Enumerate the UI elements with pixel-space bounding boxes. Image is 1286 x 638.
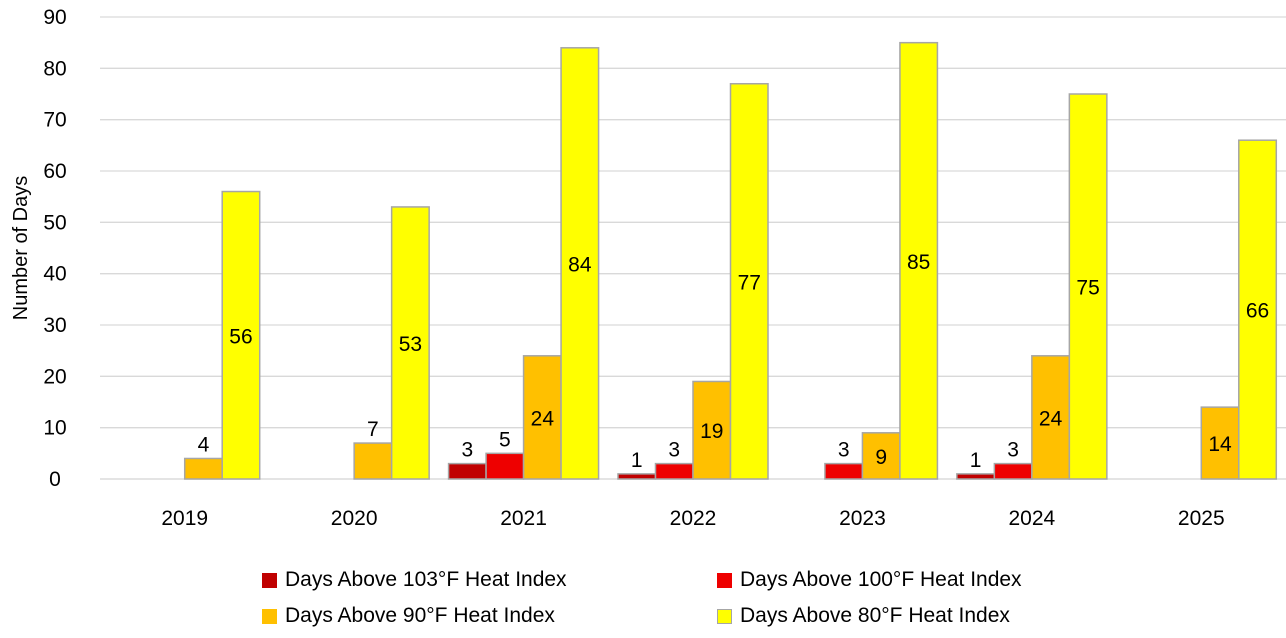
bar-2024-series-3 xyxy=(1068,93,1108,480)
bar-2019-series-2 xyxy=(183,457,223,480)
legend-label: Days Above 103°F Heat Index xyxy=(285,568,567,591)
data-labels: 4 56 7 53 3 5 24 84 1 3 19 77 3 9 85 1 3 24 75 14 66 xyxy=(198,251,1270,472)
bar-2022-series-1 xyxy=(654,462,694,480)
legend-swatch xyxy=(262,572,277,588)
data-label: 9 xyxy=(875,446,887,469)
legend-label: Days Above 100°F Heat Index xyxy=(740,568,1022,591)
y-tick-label: 10 xyxy=(43,417,66,440)
data-label: 84 xyxy=(568,253,592,276)
data-label: 66 xyxy=(1246,300,1269,323)
data-label: 56 xyxy=(229,325,252,348)
y-axis-ticks: 0 10 20 30 40 50 60 70 80 90 xyxy=(43,6,66,491)
y-tick-label: 70 xyxy=(43,109,66,132)
legend-swatch xyxy=(717,608,732,624)
legend-item: Days Above 90°F Heat Index xyxy=(262,604,717,628)
y-tick-label: 30 xyxy=(43,314,66,337)
x-tick-label: 2022 xyxy=(670,507,717,530)
y-axis-label: Number of Days xyxy=(10,176,32,321)
legend-label: Days Above 80°F Heat Index xyxy=(740,604,1010,627)
legend-label: Days Above 90°F Heat Index xyxy=(285,604,555,627)
bar-2019-series-3 xyxy=(221,190,261,480)
bar-2023-series-1 xyxy=(824,462,864,480)
y-tick-label: 40 xyxy=(43,263,66,286)
gridlines xyxy=(100,16,1286,480)
data-label: 7 xyxy=(367,418,379,441)
data-label: 14 xyxy=(1208,433,1232,456)
legend-swatch xyxy=(262,608,277,624)
bar-2022-series-3 xyxy=(729,82,769,480)
data-label: 19 xyxy=(700,420,723,443)
y-tick-label: 20 xyxy=(43,365,66,388)
bar-2025-series-3 xyxy=(1238,139,1278,480)
bar-2024-series-0 xyxy=(956,473,996,480)
x-tick-label: 2021 xyxy=(500,507,547,530)
legend-item: Days Above 100°F Heat Index xyxy=(717,568,1137,592)
y-tick-label: 0 xyxy=(49,468,61,491)
y-tick-label: 80 xyxy=(43,57,66,80)
data-label: 85 xyxy=(907,251,930,274)
data-label: 24 xyxy=(531,407,555,430)
data-label: 24 xyxy=(1039,407,1063,430)
data-label: 3 xyxy=(1007,439,1019,462)
y-tick-label: 90 xyxy=(43,6,66,29)
x-tick-label: 2024 xyxy=(1008,507,1055,530)
data-label: 1 xyxy=(970,449,982,472)
bar-2025-series-2 xyxy=(1200,406,1240,480)
bar-2024-series-1 xyxy=(993,462,1033,480)
x-tick-label: 2025 xyxy=(1178,507,1225,530)
bars xyxy=(183,41,1278,480)
bar-2021-series-0 xyxy=(447,462,487,480)
data-label: 3 xyxy=(838,439,850,462)
bar-2022-series-0 xyxy=(617,473,657,480)
bar-2022-series-2 xyxy=(692,380,732,480)
data-label: 5 xyxy=(499,428,511,451)
legend-item: Days Above 80°F Heat Index xyxy=(717,604,1137,628)
bar-2023-series-3 xyxy=(899,41,939,480)
data-label: 3 xyxy=(461,439,473,462)
legend-item: Days Above 103°F Heat Index xyxy=(262,568,717,592)
data-label: 53 xyxy=(399,333,422,356)
bar-2024-series-2 xyxy=(1031,355,1071,480)
data-label: 75 xyxy=(1076,277,1099,300)
legend-swatch xyxy=(717,572,732,588)
data-label: 1 xyxy=(631,449,643,472)
bar-2020-series-3 xyxy=(390,206,430,480)
data-label: 77 xyxy=(738,271,761,294)
data-label: 4 xyxy=(198,433,210,456)
bar-2021-series-3 xyxy=(560,47,600,480)
y-tick-label: 60 xyxy=(43,160,66,183)
bar-2020-series-2 xyxy=(353,442,393,480)
x-tick-label: 2023 xyxy=(839,507,886,530)
x-tick-label: 2019 xyxy=(161,507,208,530)
y-tick-label: 50 xyxy=(43,211,66,234)
x-axis-ticks: 2019 2020 2021 2022 2023 2024 2025 xyxy=(161,507,1224,530)
x-tick-label: 2020 xyxy=(331,507,378,530)
bar-2021-series-1 xyxy=(485,452,525,480)
legend: Days Above 103°F Heat Index Days Above 10… xyxy=(262,568,1142,628)
bar-2023-series-2 xyxy=(861,432,901,480)
data-label: 3 xyxy=(668,439,680,462)
